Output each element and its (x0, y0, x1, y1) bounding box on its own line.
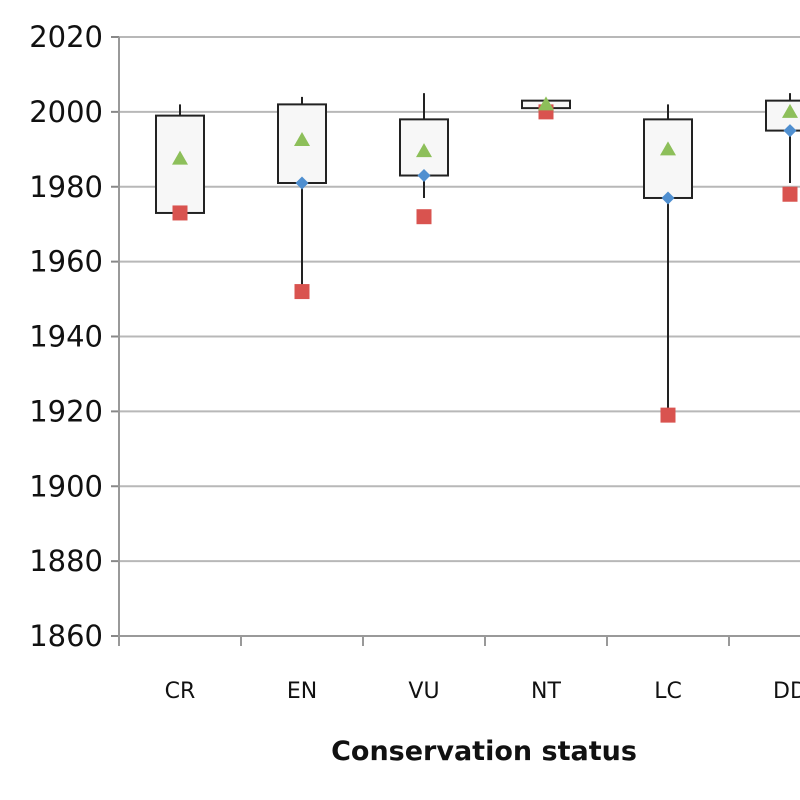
mean-marker (294, 131, 310, 146)
median-marker (661, 191, 675, 205)
mean-marker (538, 96, 554, 111)
y-tick-label: 1880 (29, 544, 103, 578)
min-marker (294, 284, 310, 300)
category-label: DD (773, 679, 800, 704)
mean-marker (416, 143, 432, 158)
min-marker (416, 209, 432, 225)
category-label: LC (654, 679, 682, 704)
label-layer: 1860 1880 1900 1920 1940 1960 1980 2000 2020 CR EN… (29, 20, 800, 704)
marker-layer (172, 96, 798, 423)
y-tick-label: 1940 (29, 320, 103, 354)
mean-marker (782, 103, 798, 118)
y-tick-label: 2020 (29, 20, 103, 54)
box-layer (155, 93, 800, 416)
min-marker (172, 205, 188, 221)
y-tick-label: 1980 (29, 170, 103, 204)
y-tick-label: 1860 (29, 619, 103, 653)
box (643, 118, 693, 199)
y-tick-label: 1920 (29, 394, 103, 428)
category-label: NT (531, 679, 561, 704)
axis-layer (111, 36, 800, 646)
x-axis-title: Conservation status (331, 736, 637, 767)
category-label: EN (287, 679, 317, 704)
category-label: VU (408, 679, 439, 704)
median-marker (295, 176, 309, 190)
min-marker (660, 407, 676, 423)
median-marker (783, 124, 797, 138)
mean-marker (172, 150, 188, 165)
grid-layer (119, 36, 800, 637)
y-tick-label: 2000 (29, 95, 103, 129)
median-marker (417, 169, 431, 183)
mean-marker (660, 141, 676, 156)
y-tick-label: 1960 (29, 245, 103, 279)
min-marker (782, 186, 798, 202)
y-tick-label: 1900 (29, 469, 103, 503)
category-label: CR (165, 679, 196, 704)
